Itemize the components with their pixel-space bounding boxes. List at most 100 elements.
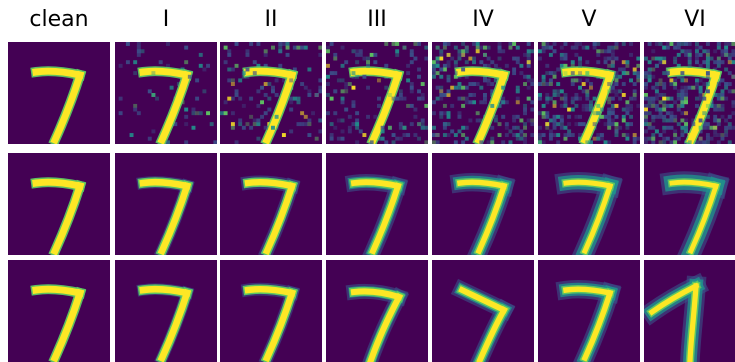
noise-pixel <box>256 122 261 127</box>
noise-pixel <box>607 56 612 61</box>
noise-pixel <box>432 60 436 65</box>
noise-pixel <box>420 118 425 123</box>
noise-pixel <box>347 125 352 130</box>
noise-pixel <box>651 103 656 108</box>
noise-pixel <box>402 133 407 138</box>
noise-pixel <box>578 63 583 68</box>
noise-pixel <box>355 49 360 54</box>
noise-pixel <box>658 93 663 97</box>
noise-pixel <box>486 78 491 83</box>
noise-pixel <box>632 140 637 144</box>
noise-pixel <box>720 93 725 97</box>
digit-image <box>115 153 217 255</box>
noise-pixel <box>632 93 637 97</box>
noise-pixel <box>413 42 418 46</box>
noise-pixel <box>512 114 517 119</box>
noise-pixel <box>552 42 557 46</box>
noise-pixel <box>530 82 534 87</box>
noise-pixel <box>585 45 590 50</box>
noise-pixel <box>731 52 735 57</box>
noise-pixel <box>241 125 246 130</box>
noise-pixel <box>599 136 604 141</box>
noise-pixel <box>479 140 484 144</box>
noise-pixel <box>457 52 462 57</box>
noise-pixel <box>501 114 506 119</box>
noise-pixel <box>621 71 626 76</box>
noise-pixel <box>705 89 710 94</box>
noise-pixel <box>644 96 648 101</box>
noise-pixel <box>636 71 640 76</box>
noise-pixel <box>530 78 534 83</box>
noise-pixel <box>538 140 542 144</box>
noise-pixel <box>581 45 586 50</box>
noise-pixel <box>705 74 710 79</box>
noise-pixel <box>578 78 583 83</box>
noise-pixel <box>589 82 593 87</box>
noise-pixel <box>552 71 557 76</box>
noise-pixel <box>713 133 718 138</box>
noise-pixel <box>424 140 428 144</box>
noise-pixel <box>464 100 469 105</box>
noise-pixel <box>567 114 572 119</box>
noise-pixel <box>329 133 334 138</box>
noise-pixel <box>530 118 534 123</box>
noise-pixel <box>705 49 710 54</box>
digit-tile-noisy-input-clean <box>8 42 110 144</box>
noise-pixel <box>234 140 239 144</box>
noise-pixel <box>654 89 659 94</box>
noise-pixel <box>574 114 579 119</box>
noise-pixel <box>281 133 286 138</box>
noise-pixel <box>625 71 630 76</box>
noise-pixel <box>461 103 466 108</box>
noise-pixel <box>483 52 487 57</box>
noise-pixel <box>680 71 685 76</box>
noise-pixel <box>296 96 301 101</box>
noise-pixel <box>705 63 710 68</box>
noise-pixel <box>698 118 703 123</box>
noise-pixel <box>479 45 484 50</box>
noise-pixel <box>658 140 663 144</box>
noise-pixel <box>662 125 667 130</box>
noise-pixel <box>665 103 670 108</box>
noise-pixel <box>479 118 484 123</box>
noise-pixel <box>720 96 725 101</box>
noise-pixel <box>713 103 718 108</box>
noise-pixel <box>559 63 564 68</box>
noise-pixel <box>538 111 542 116</box>
noise-pixel <box>457 96 462 101</box>
noise-pixel <box>691 122 696 127</box>
noise-pixel <box>687 85 692 90</box>
noise-pixel <box>230 111 235 116</box>
noise-pixel <box>541 42 546 46</box>
noise-pixel <box>439 89 444 94</box>
noise-pixel <box>409 103 414 108</box>
noise-pixel <box>439 56 444 61</box>
digit-tile-transformed-output-iv <box>432 260 534 362</box>
noise-pixel <box>472 42 477 46</box>
noise-pixel <box>303 85 308 90</box>
digit-tile-noisy-input-iii <box>326 42 428 144</box>
digit-tile-denoised-output-iii <box>326 153 428 255</box>
noise-pixel <box>442 111 447 116</box>
noise-pixel <box>680 133 685 138</box>
noise-pixel <box>497 42 502 46</box>
digit-tile-denoised-output-i <box>115 153 217 255</box>
noise-pixel <box>493 63 498 68</box>
noise-pixel <box>662 96 667 101</box>
noise-pixel <box>391 133 396 138</box>
noise-pixel <box>651 125 656 130</box>
noise-pixel <box>684 49 689 54</box>
noise-pixel <box>191 125 196 130</box>
noise-pixel <box>731 42 735 46</box>
noise-pixel <box>720 78 725 83</box>
noise-pixel <box>453 133 458 138</box>
noise-pixel <box>662 136 667 141</box>
noise-pixel <box>435 71 440 76</box>
noise-pixel <box>263 111 268 116</box>
digit-tile-denoised-output-v <box>538 153 640 255</box>
noise-pixel <box>420 93 425 97</box>
noise-pixel <box>329 122 334 127</box>
digit-top-bar <box>562 286 614 297</box>
noise-pixel <box>556 93 561 97</box>
noise-pixel <box>446 114 451 119</box>
